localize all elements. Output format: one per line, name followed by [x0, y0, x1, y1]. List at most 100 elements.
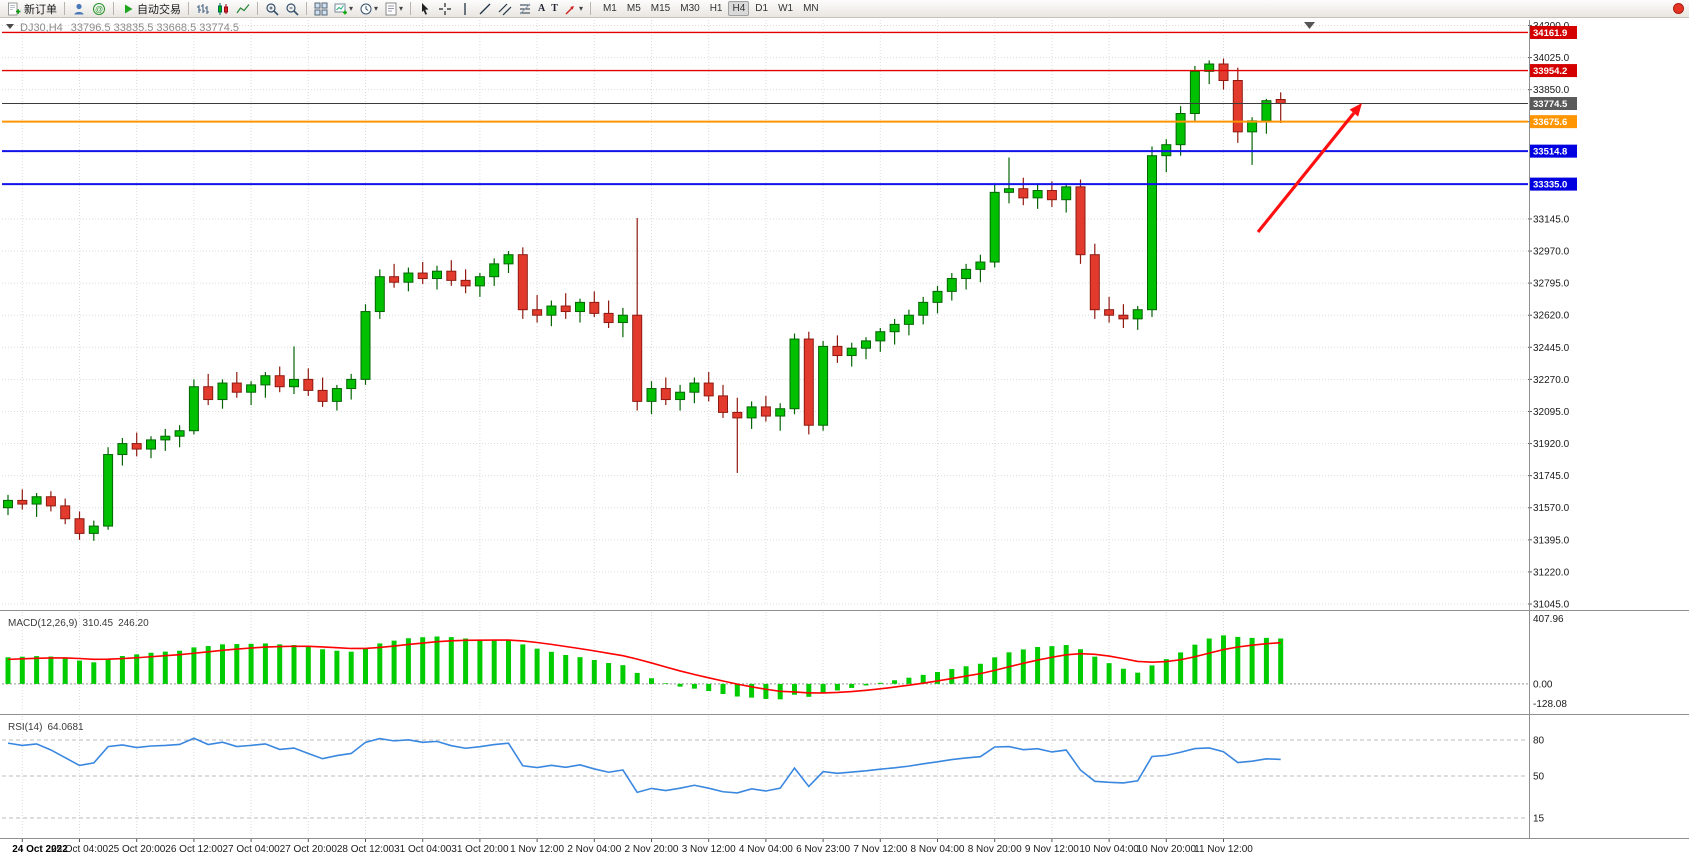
chart-shift-marker[interactable] [1304, 22, 1315, 29]
time-axis-label: 1 Nov 12:00 [510, 844, 564, 855]
text-tool-icon: A [538, 3, 546, 14]
channel-tool-button[interactable] [495, 0, 515, 18]
price-tick-label: 31395.0 [1533, 535, 1570, 546]
trend-arrow-annotation[interactable] [1256, 103, 1362, 234]
trendline-tool-button[interactable] [475, 0, 495, 18]
candle [360, 304, 371, 385]
text-tool-button[interactable]: A [535, 0, 548, 18]
toolbar-separator [410, 2, 412, 15]
svg-text:@: @ [95, 5, 103, 14]
candle [675, 384, 686, 411]
candle [274, 366, 285, 393]
candle [832, 335, 843, 363]
period-button[interactable]: ▾ [356, 0, 381, 18]
community-icon: @ [93, 2, 105, 15]
candle [346, 373, 357, 400]
vertical-line-tool-button[interactable] [455, 0, 475, 18]
zoom-out-button[interactable] [282, 0, 302, 18]
hlines-layer[interactable]: 34161.9 33954.2 33774.5 33675.6 33514.8 33335… [2, 25, 1577, 191]
new-order-icon [8, 2, 21, 15]
fibonacci-tool-button[interactable] [515, 0, 535, 18]
candle [918, 296, 929, 325]
dropdown-caret-icon: ▾ [349, 4, 354, 13]
candle [117, 438, 128, 466]
candle [1061, 183, 1072, 213]
trendline-icon [479, 3, 491, 14]
toolbar-separator [113, 2, 114, 15]
timeframe-m1-button[interactable]: M1 [602, 3, 617, 14]
rsi-level-label: 50 [1533, 772, 1545, 783]
community-button[interactable]: @ [89, 0, 109, 18]
timeframe-m15-button[interactable]: M15 [650, 3, 671, 14]
timeframe-m5-button[interactable]: M5 [626, 3, 641, 14]
candle [1032, 183, 1043, 209]
time-axis-label: 9 Nov 12:00 [1025, 844, 1079, 855]
notification-badge-icon[interactable] [1673, 3, 1684, 14]
candlestick-mode-button[interactable] [213, 0, 233, 18]
candle [575, 298, 585, 323]
dropdown-caret-icon: ▾ [374, 4, 379, 13]
candle [1175, 106, 1186, 156]
candle [1018, 177, 1029, 206]
hline-33954.2[interactable]: 33954.2 [2, 64, 1577, 78]
hline-33335.0[interactable]: 33335.0 [2, 177, 1577, 191]
line-chart-mode-button[interactable] [233, 0, 253, 18]
rsi-label: RSI(14) 64.0681 [8, 722, 84, 733]
timeframe-w1-button[interactable]: W1 [778, 3, 794, 14]
candle [1189, 65, 1200, 121]
candle [632, 218, 643, 411]
clock-icon [360, 3, 372, 14]
price-tick-label: 31220.0 [1533, 567, 1570, 578]
time-axis-label: 6 Nov 23:00 [796, 844, 850, 855]
candle [503, 251, 514, 274]
time-axis-label: 31 Oct 04:00 [394, 844, 452, 855]
bar-chart-mode-button[interactable] [193, 0, 213, 18]
candle [732, 397, 743, 473]
candle [474, 273, 485, 297]
candle [1275, 92, 1286, 123]
cursor-tool-button[interactable] [415, 0, 435, 18]
quick-trade-toggle-icon[interactable] [6, 24, 14, 29]
candle [846, 342, 857, 367]
crosshair-tool-button[interactable] [435, 0, 455, 18]
candlestick-icon [218, 2, 228, 15]
zoom-in-button[interactable] [262, 0, 282, 18]
timeframe-m30-button[interactable]: M30 [680, 3, 700, 14]
rsi-level-label: 80 [1533, 736, 1545, 747]
tile-windows-button[interactable] [311, 0, 331, 18]
new-chart-button[interactable]: ▾ [331, 0, 356, 18]
candle [760, 395, 771, 422]
candle [1118, 304, 1129, 329]
arrow-tool-icon [565, 5, 574, 14]
template-button[interactable]: ▾ [381, 0, 406, 18]
price-line-label: 34161.9 [1533, 28, 1567, 39]
candle [446, 260, 457, 286]
candle [789, 333, 800, 415]
annotation-layer[interactable] [1256, 103, 1362, 234]
hline-34161.9[interactable]: 34161.9 [2, 25, 1577, 39]
autotrade-button[interactable]: 自动交易 [118, 0, 184, 18]
hline-33514.8[interactable]: 33514.8 [2, 144, 1577, 158]
label-tool-button[interactable]: T [548, 0, 561, 18]
candle [532, 295, 543, 323]
new-order-button[interactable]: 新订单 [4, 0, 60, 18]
candle [260, 372, 271, 398]
candle [1046, 181, 1057, 208]
candle [1218, 58, 1229, 90]
autotrade-label: 自动交易 [137, 3, 181, 16]
candle [689, 377, 700, 404]
hline-33774.5[interactable]: 33774.5 [2, 97, 1577, 111]
timeframe-h1-button[interactable]: H1 [709, 3, 723, 14]
candle [460, 269, 471, 294]
timeframe-d1-button[interactable]: D1 [755, 3, 769, 14]
hline-33675.6[interactable]: 33675.6 [2, 115, 1577, 129]
timeframe-mn-button[interactable]: MN [803, 3, 819, 14]
time-axis-label: 26 Oct 12:00 [165, 844, 223, 855]
timeframe-h4-button[interactable]: H4 [728, 1, 750, 16]
price-tick-label: 32620.0 [1533, 311, 1570, 322]
account-button[interactable] [69, 0, 89, 18]
grid-layer: 34200.034025.033850.033675.033145.032970… [2, 20, 1570, 855]
arrows-tool-button[interactable]: ▾ [561, 0, 586, 18]
candle [746, 401, 757, 429]
